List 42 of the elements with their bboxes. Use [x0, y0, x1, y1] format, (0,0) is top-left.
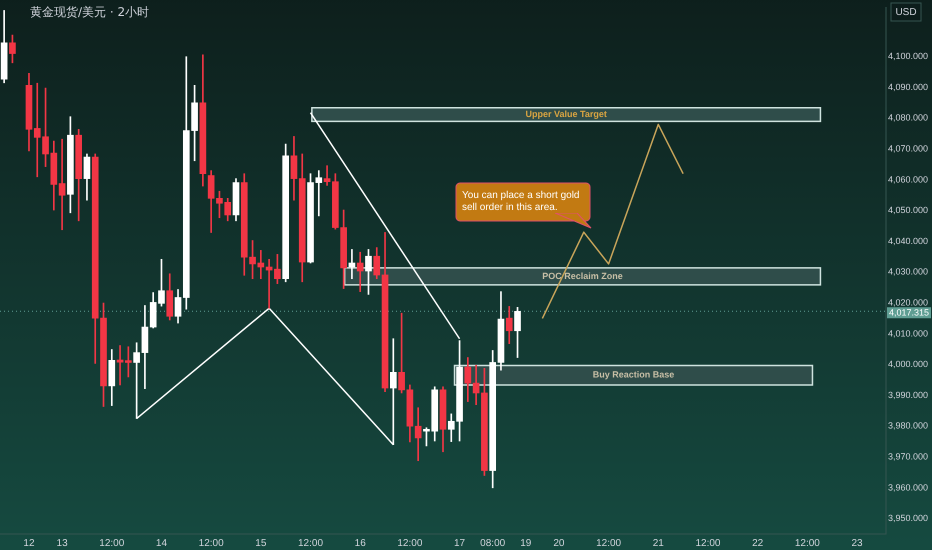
band-label: Upper Value Target — [525, 109, 607, 120]
x-tick-label: 23 — [851, 538, 864, 549]
x-tick-label: 21 — [652, 538, 664, 549]
x-tick-label: 12:00 — [99, 538, 125, 549]
y-tick-label: 3,960.000 — [888, 482, 928, 492]
x-tick-label: 17 — [454, 538, 466, 549]
y-tick-label: 4,080.000 — [888, 112, 928, 123]
y-tick-label: 3,980.000 — [888, 420, 928, 431]
y-tick-label: 4,030.000 — [888, 266, 928, 277]
x-tick-label: 19 — [520, 538, 532, 549]
x-tick-label: 12:00 — [596, 538, 622, 549]
ref-line-label: 4,017.315 — [888, 307, 930, 318]
x-tick-label: 13 — [56, 538, 68, 549]
x-tick-label: 12:00 — [397, 538, 423, 549]
y-tick-label: 4,050.000 — [888, 205, 928, 216]
y-tick-label: 4,020.000 — [888, 298, 928, 308]
y-tick-label: 4,060.000 — [888, 174, 928, 184]
x-tick-label: 12 — [23, 538, 35, 549]
band-label: POC Reclaim Zone — [542, 270, 623, 281]
y-tick-label: 4,070.000 — [888, 144, 928, 154]
x-tick-label: 12:00 — [198, 538, 224, 549]
y-tick-label: 4,090.000 — [888, 82, 928, 92]
y-tick-label: 4,040.000 — [888, 236, 928, 246]
y-axis-title: USD — [895, 6, 917, 18]
y-tick-label: 4,100.000 — [888, 51, 928, 62]
x-tick-label: 12:00 — [794, 538, 820, 549]
x-tick-label: 14 — [156, 538, 168, 549]
y-tick-label: 4,010.000 — [888, 328, 928, 338]
y-tick-label: 3,970.000 — [888, 451, 928, 462]
y-tick-label: 4,000.000 — [888, 359, 928, 370]
chart-title: 黄金现货/美元 · 2小时 — [30, 4, 150, 21]
annotation: You can place a short gold sell order in this area. — [462, 190, 580, 213]
x-tick-label: 15 — [255, 538, 267, 549]
x-tick-label: 08:00 — [480, 538, 506, 549]
x-tick-label: 22 — [752, 538, 764, 549]
x-tick-label: 12:00 — [298, 538, 324, 549]
y-tick-label: 3,950.000 — [888, 513, 928, 524]
x-tick-label: 20 — [553, 538, 565, 549]
x-tick-label: 16 — [354, 538, 366, 549]
y-tick-label: 3,990.000 — [888, 390, 928, 400]
x-tick-label: 12:00 — [695, 538, 721, 549]
band-label: Buy Reaction Base — [592, 370, 674, 380]
